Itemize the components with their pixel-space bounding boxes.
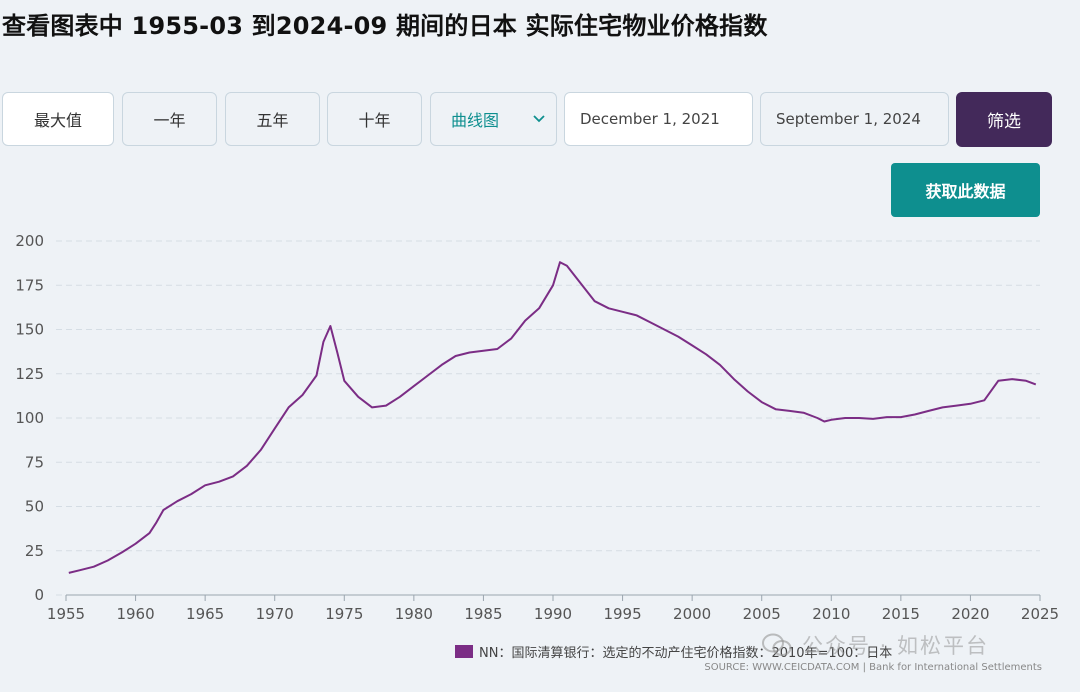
x-tick-label: 1965 — [186, 605, 224, 623]
x-tick-label: 2005 — [743, 605, 781, 623]
x-tick-label: 1960 — [116, 605, 154, 623]
chart-type-value: 曲线图 — [451, 111, 500, 130]
legend-label: NN：国际清算银行：选定的不动产住宅价格指数：2010年=100：日本 — [479, 646, 893, 661]
x-tick-label: 1955 — [47, 605, 85, 623]
y-tick-label: 100 — [15, 409, 44, 427]
y-tick-label: 50 — [25, 498, 44, 516]
y-tick-label: 25 — [25, 542, 44, 560]
source-text: SOURCE: WWW.CEICDATA.COM | Bank for Inte… — [704, 662, 1042, 673]
chart-legend: NN：国际清算银行：选定的不动产住宅价格指数：2010年=100：日本 — [455, 642, 892, 661]
x-tick-label: 1995 — [603, 605, 641, 623]
filter-button[interactable]: 筛选 — [956, 92, 1052, 147]
watermark: 公众号 · 如松平台 — [762, 630, 989, 660]
range-button-1y[interactable]: 一年 — [122, 92, 217, 146]
x-tick-label: 1985 — [464, 605, 502, 623]
watermark-text: 公众号 · 如松平台 — [802, 634, 990, 658]
start-date-input[interactable]: December 1, 2021 — [564, 92, 753, 146]
chart-type-select[interactable]: 曲线图 — [430, 92, 557, 146]
y-tick-label: 150 — [15, 321, 44, 339]
x-tick-label: 1990 — [534, 605, 572, 623]
y-tick-label: 200 — [15, 232, 44, 250]
y-tick-label: 75 — [25, 453, 44, 471]
y-tick-label: 0 — [34, 586, 44, 604]
wechat-icon — [762, 633, 792, 656]
range-button-10y[interactable]: 十年 — [327, 92, 422, 146]
series-line-0 — [68, 261, 1037, 574]
page-title: 查看图表中 1955-03 到2024-09 期间的日本 实际住宅物业价格指数 — [2, 12, 768, 40]
y-tick-label: 125 — [15, 365, 44, 383]
y-tick-label: 175 — [15, 276, 44, 294]
end-date-input[interactable]: September 1, 2024 — [760, 92, 949, 146]
line-chart: 0 25 50 75 100 125 150 175 200 1955 1960 1965 1970 19… — [15, 232, 1059, 623]
x-tick-label: 2000 — [673, 605, 711, 623]
get-data-button[interactable]: 获取此数据 — [891, 163, 1040, 217]
x-tick-label: 1975 — [325, 605, 363, 623]
range-button-5y[interactable]: 五年 — [225, 92, 320, 146]
x-tick-label: 2020 — [951, 605, 989, 623]
x-tick-label: 1970 — [256, 605, 294, 623]
x-tick-label: 2010 — [812, 605, 850, 623]
x-tick-label: 2025 — [1021, 605, 1059, 623]
chevron-down-icon — [533, 115, 545, 123]
x-tick-label: 1980 — [395, 605, 433, 623]
legend-swatch — [455, 645, 473, 658]
range-button-max[interactable]: 最大值 — [2, 92, 114, 146]
x-tick-label: 2015 — [882, 605, 920, 623]
